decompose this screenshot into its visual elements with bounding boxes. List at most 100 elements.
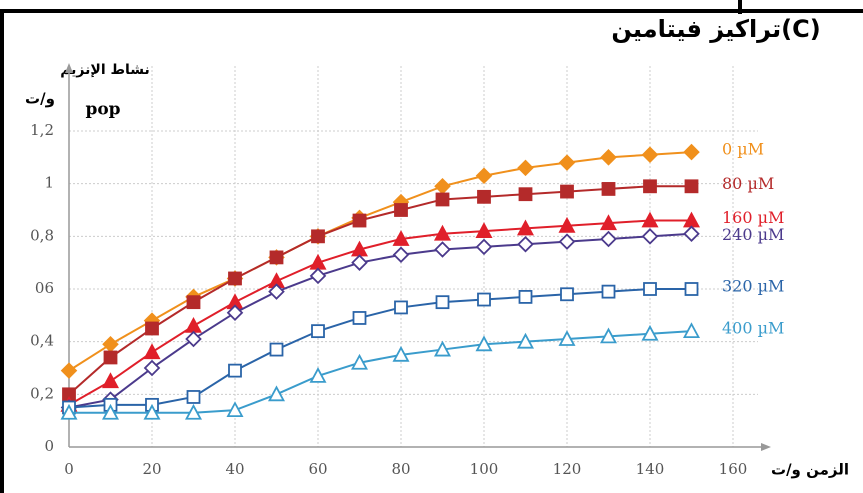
marker bbox=[145, 321, 159, 336]
marker bbox=[558, 233, 576, 250]
series-line bbox=[69, 330, 692, 414]
legend-label: 320 µM bbox=[722, 277, 784, 296]
marker bbox=[143, 403, 161, 420]
y-tick-label: 1,2 bbox=[30, 121, 54, 139]
marker bbox=[683, 225, 700, 242]
y-axis-unit: و/ت bbox=[25, 90, 55, 108]
marker bbox=[517, 159, 534, 177]
marker bbox=[60, 403, 78, 420]
marker bbox=[186, 390, 201, 404]
marker bbox=[683, 143, 700, 161]
marker bbox=[101, 372, 120, 389]
marker bbox=[518, 289, 533, 304]
x-tick-label: 60 bbox=[308, 460, 327, 478]
marker bbox=[267, 385, 286, 402]
chart-title: تراكيز فيتامين(C) bbox=[611, 15, 820, 43]
marker bbox=[599, 327, 618, 344]
y-axis-note: pop bbox=[85, 100, 120, 120]
marker bbox=[558, 330, 576, 346]
marker bbox=[392, 246, 410, 264]
x-tick-label: 20 bbox=[142, 460, 161, 478]
marker bbox=[309, 367, 327, 383]
y-tick-label: 0 bbox=[44, 437, 54, 455]
marker bbox=[394, 300, 408, 315]
marker bbox=[101, 403, 120, 420]
marker bbox=[184, 403, 203, 420]
marker bbox=[643, 179, 657, 194]
marker bbox=[475, 167, 493, 185]
marker bbox=[311, 324, 325, 339]
marker bbox=[643, 282, 657, 296]
marker bbox=[600, 230, 617, 248]
series-line bbox=[68, 219, 692, 406]
marker bbox=[433, 340, 452, 357]
marker bbox=[516, 219, 535, 236]
marker bbox=[268, 283, 285, 300]
marker bbox=[560, 287, 574, 302]
marker bbox=[475, 222, 493, 238]
marker bbox=[475, 238, 493, 256]
marker bbox=[103, 350, 118, 365]
x-axis-label: الزمن و/ت bbox=[771, 461, 849, 479]
legend-label: 0 µM bbox=[722, 140, 764, 159]
marker bbox=[433, 224, 452, 241]
marker bbox=[60, 362, 78, 379]
legend-label: 400 µM bbox=[722, 319, 784, 338]
y-axis-label: نشاط الإنزيم bbox=[60, 62, 150, 78]
marker bbox=[350, 353, 369, 370]
marker bbox=[228, 363, 242, 378]
x-tick-label: 100 bbox=[470, 460, 499, 478]
marker bbox=[684, 282, 699, 296]
y-axis-arrow bbox=[65, 63, 73, 73]
marker bbox=[143, 343, 161, 360]
series-line bbox=[68, 232, 692, 409]
marker bbox=[392, 345, 410, 362]
x-tick-label: 140 bbox=[636, 460, 665, 478]
legend-label: 160 µM bbox=[722, 208, 784, 227]
series-line bbox=[68, 185, 692, 396]
series-line bbox=[68, 151, 692, 372]
marker bbox=[311, 229, 325, 244]
marker bbox=[558, 216, 576, 233]
marker bbox=[601, 284, 616, 299]
marker bbox=[269, 342, 284, 357]
marker bbox=[352, 311, 367, 325]
marker bbox=[600, 149, 617, 166]
marker bbox=[435, 295, 450, 310]
marker bbox=[226, 304, 244, 321]
x-tick-label: 160 bbox=[719, 460, 748, 478]
marker bbox=[352, 213, 367, 228]
y-tick-label: 1 bbox=[44, 174, 54, 192]
marker bbox=[518, 187, 533, 202]
marker bbox=[641, 146, 659, 163]
y-tick-label: 0,4 bbox=[30, 332, 54, 350]
marker bbox=[560, 184, 574, 199]
marker bbox=[641, 211, 659, 228]
marker bbox=[477, 189, 491, 204]
marker bbox=[558, 154, 576, 171]
legend-label: 80 µM bbox=[722, 174, 774, 193]
marker bbox=[185, 330, 202, 348]
marker bbox=[186, 295, 201, 310]
marker bbox=[228, 271, 242, 286]
y-tick-label: 0,2 bbox=[30, 384, 54, 402]
marker bbox=[392, 230, 410, 246]
series-line bbox=[68, 288, 692, 409]
marker bbox=[516, 332, 535, 349]
marker bbox=[143, 359, 161, 377]
marker bbox=[226, 401, 244, 418]
x-tick-label: 120 bbox=[553, 460, 582, 478]
marker bbox=[351, 254, 368, 271]
y-tick-label: 06 bbox=[35, 279, 54, 297]
marker bbox=[684, 179, 699, 194]
x-axis-arrow bbox=[761, 443, 771, 451]
marker bbox=[641, 324, 659, 341]
marker bbox=[641, 228, 659, 245]
x-tick-label: 80 bbox=[391, 460, 410, 478]
x-tick-label: 40 bbox=[225, 460, 244, 478]
marker bbox=[309, 267, 327, 285]
legend-label: 240 µM bbox=[722, 225, 784, 244]
marker bbox=[477, 292, 491, 307]
